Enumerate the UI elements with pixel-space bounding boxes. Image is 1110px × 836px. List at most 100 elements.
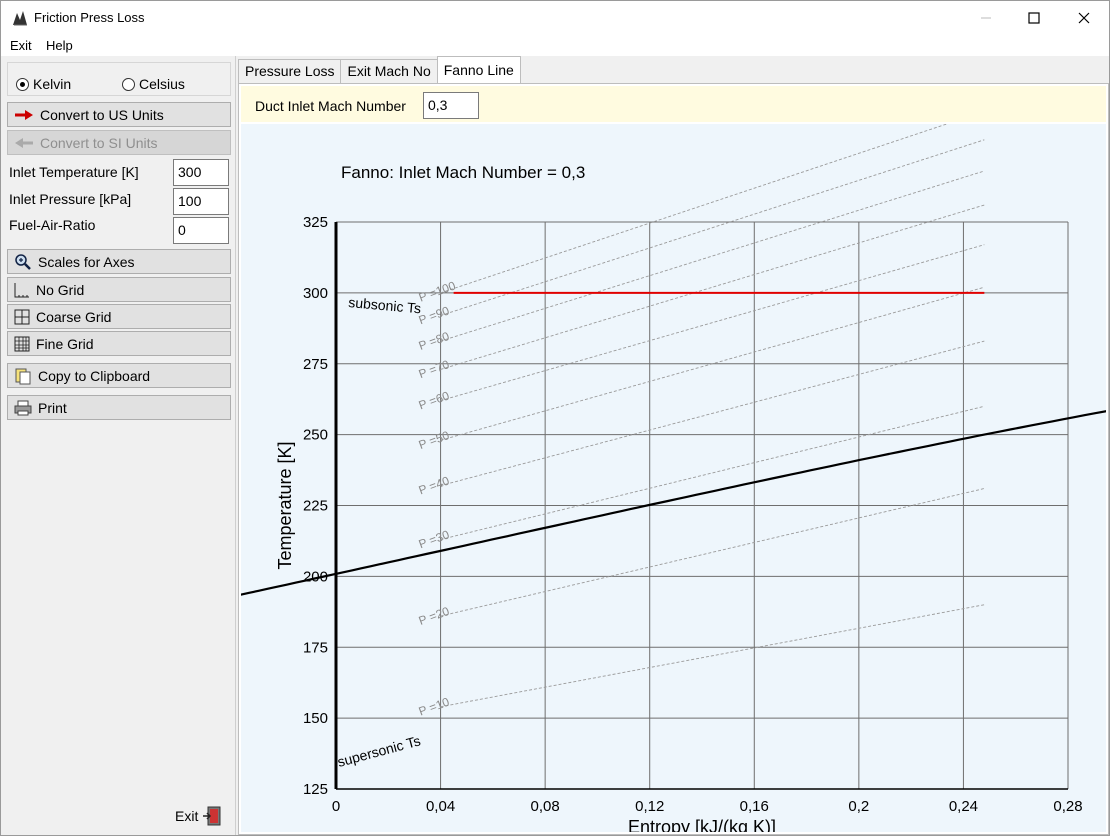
minimize-icon bbox=[981, 17, 991, 18]
kelvin-radio[interactable]: Kelvin bbox=[16, 76, 71, 92]
x-tick-label: 0,16 bbox=[740, 798, 769, 815]
y-tick-label: 200 bbox=[303, 568, 328, 585]
exit-door-icon bbox=[203, 806, 221, 826]
mach-input-bar: Duct Inlet Mach Number 0,3 bbox=[241, 86, 1106, 122]
x-axis-label: Entropy [kJ/(kg K)] bbox=[628, 817, 776, 832]
menu-exit[interactable]: Exit bbox=[10, 38, 32, 53]
isobar-label: P =60 bbox=[417, 388, 452, 412]
arrow-right-icon bbox=[15, 109, 33, 120]
left-panel: Kelvin Celsius Convert to US Units Conve… bbox=[1, 56, 236, 835]
y-tick-label: 250 bbox=[303, 427, 328, 444]
x-tick-label: 0,28 bbox=[1053, 798, 1082, 815]
isobar-label: P =50 bbox=[417, 428, 452, 452]
print-label: Print bbox=[38, 399, 67, 416]
chart-title: Fanno: Inlet Mach Number = 0,3 bbox=[341, 163, 585, 182]
y-tick-label: 125 bbox=[303, 781, 328, 798]
tab-pressure-loss[interactable]: Pressure Loss bbox=[238, 59, 342, 83]
isobar-label: P =20 bbox=[417, 604, 452, 628]
exit-button[interactable]: Exit bbox=[175, 806, 222, 826]
tab-exit-mach[interactable]: Exit Mach No bbox=[340, 59, 438, 83]
y-tick-label: 175 bbox=[303, 639, 328, 656]
isobar-line bbox=[440, 604, 985, 708]
arrow-left-icon bbox=[15, 137, 33, 148]
y-axis-label: Temperature [K] bbox=[275, 441, 295, 569]
zoom-icon bbox=[15, 253, 31, 270]
supersonic-annotation: supersonic Ts bbox=[336, 732, 423, 770]
isobar-label: P =40 bbox=[417, 473, 452, 497]
fuel-air-ratio-label: Fuel-Air-Ratio bbox=[9, 217, 96, 233]
printer-icon bbox=[14, 400, 32, 415]
inlet-pressure-input[interactable]: 100 bbox=[173, 188, 229, 215]
fanno-tab-panel: Duct Inlet Mach Number 0,3 Fanno: Inlet … bbox=[0, 83, 1110, 836]
maximize-icon bbox=[1028, 11, 1040, 24]
y-tick-label: 150 bbox=[303, 710, 328, 727]
maximize-button[interactable] bbox=[1011, 1, 1057, 34]
convert-si-button[interactable]: Convert to SI Units bbox=[7, 130, 231, 155]
isobar-label: P =90 bbox=[417, 303, 452, 327]
close-icon bbox=[1078, 12, 1090, 23]
celsius-radio[interactable]: Celsius bbox=[122, 76, 185, 92]
exit-label: Exit bbox=[175, 808, 199, 824]
isobar-line bbox=[440, 139, 985, 316]
x-tick-label: 0,04 bbox=[426, 798, 455, 815]
menu-bar: Exit Help bbox=[1, 34, 1109, 56]
print-button[interactable]: Print bbox=[7, 395, 231, 420]
fine-grid-icon bbox=[14, 336, 30, 351]
scales-axes-button[interactable]: Scales for Axes bbox=[7, 249, 231, 274]
y-tick-label: 275 bbox=[303, 356, 328, 373]
isobar-label: P =80 bbox=[417, 329, 452, 353]
tab-fanno-line[interactable]: Fanno Line bbox=[436, 56, 521, 83]
fine-grid-label: Fine Grid bbox=[36, 335, 94, 352]
no-grid-button[interactable]: No Grid bbox=[7, 277, 231, 302]
subsonic-annotation: subsonic Ts bbox=[348, 294, 422, 316]
coarse-grid-button[interactable]: Coarse Grid bbox=[7, 304, 231, 329]
isobar-label: P =10 bbox=[417, 695, 452, 719]
menu-help[interactable]: Help bbox=[46, 38, 73, 53]
fine-grid-button[interactable]: Fine Grid bbox=[7, 331, 231, 356]
convert-si-label: Convert to SI Units bbox=[40, 134, 158, 151]
close-button[interactable] bbox=[1061, 1, 1107, 34]
convert-us-label: Convert to US Units bbox=[40, 106, 164, 123]
scales-axes-label: Scales for Axes bbox=[38, 253, 135, 270]
kelvin-label: Kelvin bbox=[33, 76, 72, 92]
coarse-grid-icon bbox=[14, 309, 30, 324]
isobar-label: P =30 bbox=[417, 527, 452, 551]
isobar-line bbox=[440, 405, 985, 540]
fanno-curve bbox=[0, 409, 1110, 648]
radio-checked-icon bbox=[16, 77, 29, 91]
minimize-button[interactable] bbox=[963, 1, 1009, 34]
window-title: Friction Press Loss bbox=[34, 10, 145, 25]
isobar-label: P =70 bbox=[417, 357, 452, 381]
isobar-line bbox=[440, 204, 985, 370]
inlet-temperature-input[interactable]: 300 bbox=[173, 159, 229, 186]
fanno-chart: Fanno: Inlet Mach Number = 0,3 0 0,04 0,08 0… bbox=[0, 111, 1110, 836]
tab-strip: Pressure Loss Exit Mach No Fanno Line bbox=[238, 56, 521, 83]
inlet-pressure-label: Inlet Pressure [kPa] bbox=[9, 191, 132, 207]
y-tick-label: 300 bbox=[303, 285, 328, 302]
right-panel: Pressure Loss Exit Mach No Fanno Line Du… bbox=[0, 56, 1110, 836]
coarse-grid-label: Coarse Grid bbox=[36, 308, 112, 325]
isobar-label: P =100 bbox=[417, 278, 458, 304]
isobar-line bbox=[440, 244, 985, 402]
title-bar: Friction Press Loss bbox=[1, 1, 1109, 34]
isobar-line bbox=[440, 340, 985, 487]
x-tick-label: 0,12 bbox=[635, 798, 664, 815]
x-tick-label: 0 bbox=[332, 798, 340, 815]
celsius-label: Celsius bbox=[139, 76, 185, 92]
x-tick-label: 0,2 bbox=[848, 798, 869, 815]
no-grid-label: No Grid bbox=[36, 281, 85, 298]
unit-radio-group: Kelvin Celsius bbox=[7, 62, 231, 96]
copy-clipboard-button[interactable]: Copy to Clipboard bbox=[7, 363, 231, 388]
y-tick-label: 325 bbox=[303, 214, 328, 231]
fuel-air-ratio-input[interactable]: 0 bbox=[173, 217, 229, 244]
isobar-line bbox=[440, 111, 985, 294]
clipboard-icon bbox=[15, 368, 31, 384]
isobar-line bbox=[440, 170, 985, 342]
chart-area: Fanno: Inlet Mach Number = 0,3 0 0,04 0,08 0… bbox=[0, 111, 1110, 836]
x-tick-label: 0,24 bbox=[949, 798, 978, 815]
convert-us-button[interactable]: Convert to US Units bbox=[7, 102, 231, 127]
mach-number-input[interactable]: 0,3 bbox=[423, 92, 479, 119]
isobar-line bbox=[440, 488, 985, 617]
radio-unchecked-icon bbox=[122, 77, 135, 91]
app-icon bbox=[13, 11, 27, 26]
